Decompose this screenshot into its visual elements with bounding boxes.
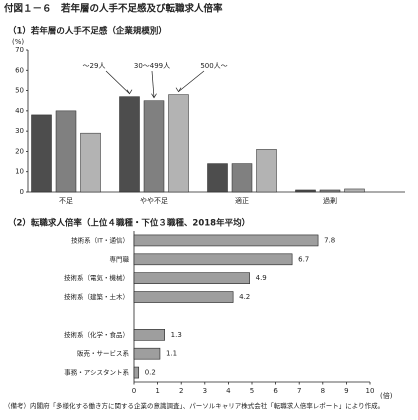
x-tick-label: 4 (226, 387, 231, 395)
x-tick-label: 7 (297, 387, 301, 395)
y-unit: (%) (12, 38, 24, 46)
legend-label: ～29人 (83, 62, 106, 70)
bar (319, 189, 341, 193)
legend-arrow (105, 70, 130, 94)
y-tick-label: 70 (15, 46, 24, 54)
bar (55, 110, 77, 193)
y-tick-label: 60 (15, 66, 24, 74)
bar (133, 291, 234, 303)
note: （備考）内閣府「多様化する働き方に関する企業の意識調査」、パーソルキャリア株式会… (4, 402, 385, 410)
arrow-head (126, 89, 133, 95)
x-tick-label: 0 (132, 387, 136, 395)
x-tick-label: 6 (273, 387, 278, 395)
value-label: 4.9 (256, 274, 267, 282)
value-label: 1.1 (166, 350, 177, 358)
bar (80, 132, 101, 193)
bar (133, 272, 250, 284)
x-unit: (倍) (380, 391, 393, 400)
chart-title: （2）転職求人倍率（上位４職種・下位３職種、2018年平均） (8, 218, 250, 229)
x-tick-label: 8 (321, 387, 325, 395)
y-tick-label: 10 (15, 168, 24, 176)
x-tick-label: 適正 (235, 196, 249, 205)
x-tick-label: やや不足 (140, 197, 168, 205)
figure-title: 付図１－６ 若年層の人手不足感及び転職求人倍率 (4, 3, 223, 15)
legend-arrow (151, 70, 155, 98)
x-tick-label: 5 (250, 387, 254, 395)
figure: 付図１－６ 若年層の人手不足感及び転職求人倍率 （1）若年層の人手不足感（企業規… (4, 3, 405, 400)
bar (133, 366, 140, 379)
x-tick-label: 不足 (59, 197, 73, 205)
value-label: 1.3 (171, 331, 182, 339)
bar (231, 163, 253, 193)
x-tick-label: 10 (366, 387, 375, 395)
bar (207, 163, 228, 193)
y-tick-label: 20 (15, 147, 24, 155)
y-tick-label: 技術系（化学・食品） (64, 330, 129, 339)
bar (256, 149, 277, 193)
value-label: 6.7 (298, 255, 309, 263)
y-tick-label: 40 (15, 107, 24, 115)
y-tick-label: 技術系（建築・土木） (64, 292, 129, 301)
bar (344, 188, 365, 193)
bar (31, 114, 52, 193)
bar (133, 253, 293, 266)
bar (143, 100, 165, 193)
bar (168, 94, 189, 193)
legend-arrow (178, 70, 205, 92)
x-tick-label: 2 (179, 387, 183, 395)
bar (133, 234, 319, 247)
x-tick-label: 9 (344, 387, 348, 395)
x-tick-label: 3 (203, 387, 207, 395)
value-label: 4.2 (239, 293, 250, 301)
x-tick-label: 1 (155, 387, 159, 395)
legend-label: 30～499人 (134, 62, 170, 70)
y-tick-label: 技術系（IT・通信） (71, 235, 129, 244)
y-tick-label: 事務・アシスタント系 (64, 368, 129, 377)
arrow-head (151, 93, 157, 99)
y-tick-label: 専門職 (110, 254, 130, 263)
y-tick-label: 0 (20, 188, 24, 196)
chart-title: （1）若年層の人手不足感（企業規模別） (8, 26, 167, 37)
bar (133, 347, 161, 360)
y-tick-label: 販売・サービス系 (77, 349, 130, 358)
value-label: 0.2 (145, 369, 156, 377)
bar (133, 329, 165, 341)
y-tick-label: 技術系（電気・機械） (64, 273, 129, 282)
y-tick-label: 50 (15, 87, 24, 95)
y-tick-label: 30 (15, 127, 24, 135)
value-label: 7.8 (324, 236, 335, 244)
legend-label: 500人～ (200, 62, 227, 70)
bar (295, 189, 316, 193)
arrow-head (175, 87, 182, 93)
bar (119, 96, 140, 193)
x-tick-label: 過剰 (323, 196, 337, 205)
